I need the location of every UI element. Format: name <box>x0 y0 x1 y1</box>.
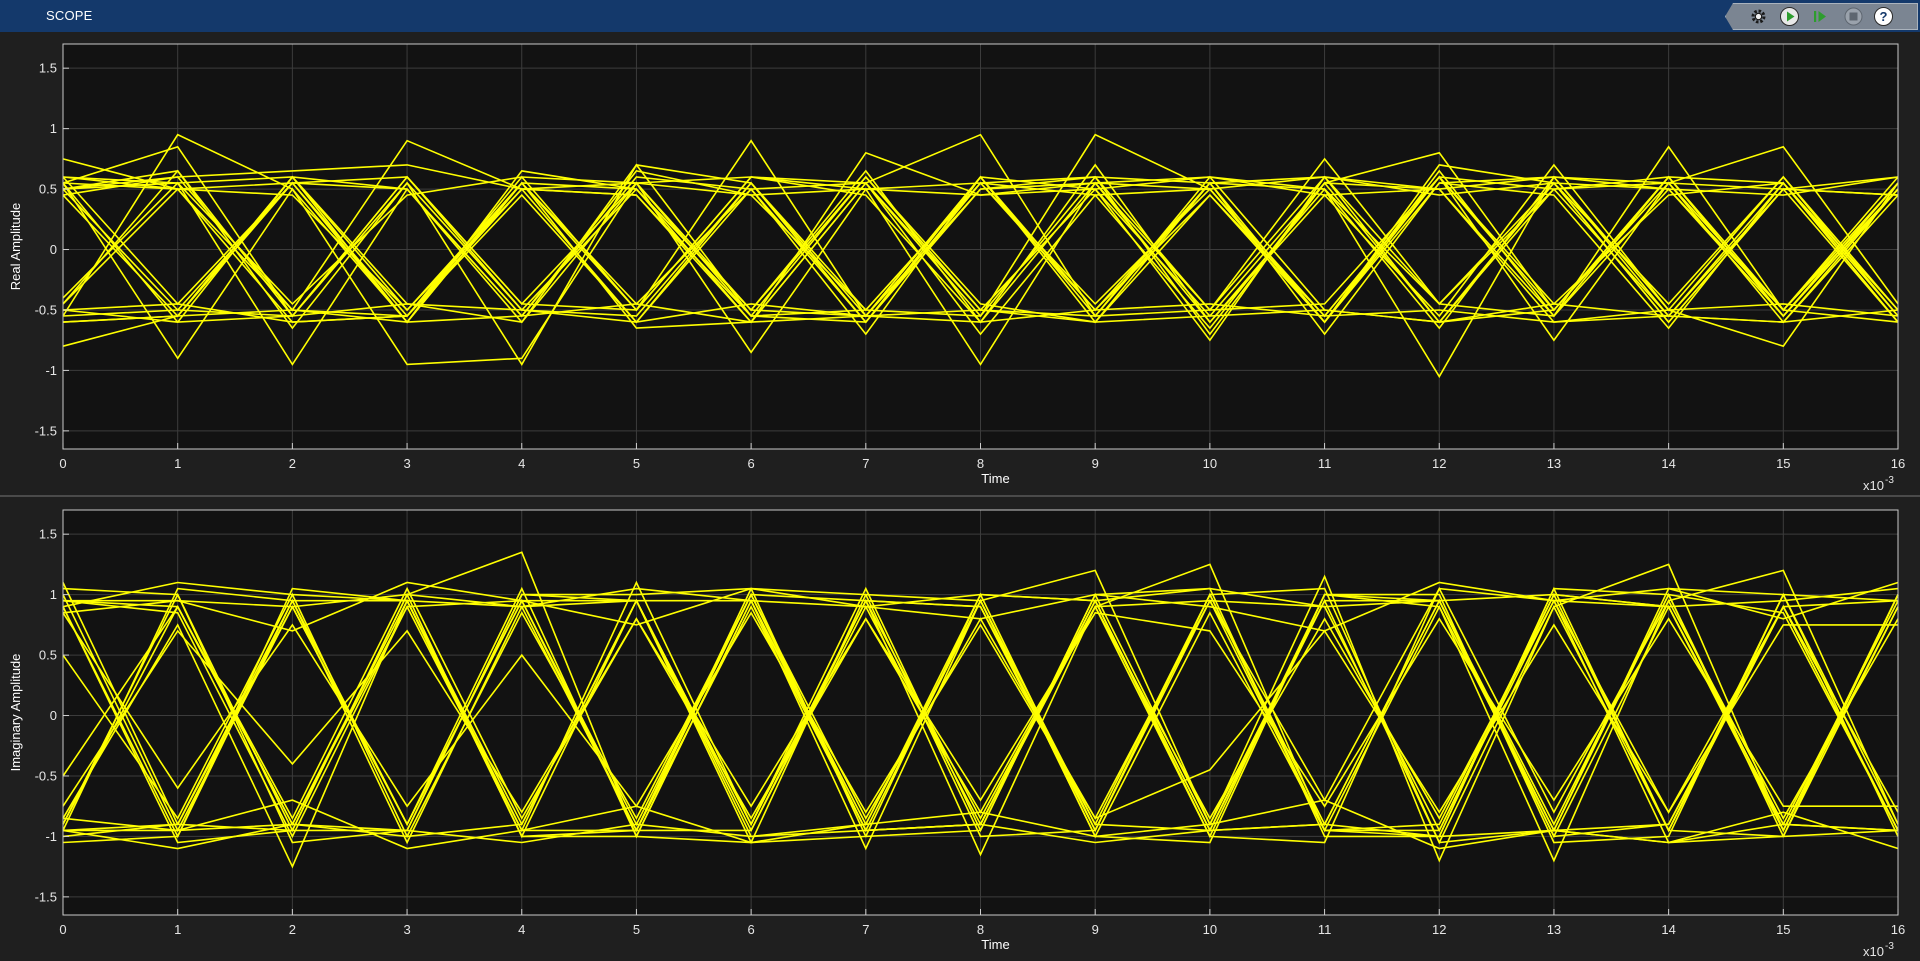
x-tick-label: 12 <box>1432 922 1446 937</box>
y-tick-label: -0.5 <box>35 302 57 317</box>
panel-divider <box>0 495 1920 497</box>
title-bar: SCOPE ? <box>0 0 1920 32</box>
x-tick-label: 10 <box>1203 922 1217 937</box>
toolbar: ? <box>1725 3 1918 30</box>
x-tick-label: 1 <box>174 922 181 937</box>
trace-line-19 <box>62 303 1899 323</box>
trace-line-5 <box>62 133 1899 324</box>
x-tick-label: 12 <box>1432 456 1446 471</box>
x-exponent-power: -3 <box>1885 475 1894 486</box>
x-tick-label: 1 <box>174 456 181 471</box>
y-tick-label: 0.5 <box>39 182 57 197</box>
x-tick-label: 11 <box>1318 922 1332 937</box>
x-tick-label: 3 <box>403 922 410 937</box>
plot-panel-1: 0 1 2 3 4 5 6 7 8 9 10 11 12 13 14 15 161.510.50-0.5-1-1… <box>8 43 1906 493</box>
x-tick-label: 14 <box>1661 456 1675 471</box>
ticks: 0 1 2 3 4 5 6 7 8 9 10 11 12 13 14 15 161.510.50-0.5-1-1… <box>35 61 1906 471</box>
x-axis-label: Time <box>981 937 1009 952</box>
trace-line-21 <box>62 176 1899 323</box>
step-forward-icon[interactable] <box>1810 6 1831 27</box>
window-title: SCOPE <box>46 8 93 23</box>
x-exponent-label: x10 <box>1863 944 1884 959</box>
x-tick-label: 0 <box>59 456 66 471</box>
trace-line-16 <box>62 611 1898 814</box>
run-icon[interactable] <box>1779 6 1800 27</box>
x-tick-label: 13 <box>1547 456 1561 471</box>
x-tick-label: 4 <box>518 456 525 471</box>
stop-icon[interactable] <box>1843 6 1864 27</box>
x-tick-label: 16 <box>1891 456 1905 471</box>
y-axis-label: Real Amplitude <box>8 203 23 290</box>
trace-line-3 <box>62 593 1899 839</box>
trace-line-17 <box>62 587 1899 844</box>
traces <box>62 133 1899 379</box>
y-tick-label: 0 <box>50 708 57 723</box>
svg-text:?: ? <box>1880 9 1888 24</box>
help-icon[interactable]: ? <box>1873 6 1894 27</box>
y-tick-label: -1 <box>45 363 57 378</box>
x-tick-label: 0 <box>59 922 66 937</box>
x-tick-label: 2 <box>289 456 296 471</box>
x-tick-label: 13 <box>1547 922 1561 937</box>
x-tick-label: 15 <box>1776 922 1790 937</box>
x-tick-label: 14 <box>1661 922 1675 937</box>
x-tick-label: 6 <box>748 456 755 471</box>
x-tick-label: 5 <box>633 922 640 937</box>
y-tick-label: 0 <box>50 242 57 257</box>
x-tick-label: 8 <box>977 922 984 937</box>
trace-line-8 <box>62 158 1899 330</box>
y-tick-label: -1.5 <box>35 423 57 438</box>
x-tick-label: 7 <box>862 922 869 937</box>
x-tick-label: 10 <box>1203 456 1217 471</box>
trace-line-15 <box>62 611 1898 820</box>
traces <box>62 551 1899 869</box>
x-tick-label: 7 <box>862 456 869 471</box>
y-tick-label: 1.5 <box>39 61 57 76</box>
trace-line-12 <box>62 175 1899 379</box>
trace-line-23 <box>62 581 1899 632</box>
trace-line-22 <box>62 175 1899 324</box>
x-exponent-power: -3 <box>1885 941 1894 952</box>
settings-icon[interactable] <box>1748 6 1769 27</box>
y-tick-label: 1 <box>50 587 57 602</box>
x-tick-label: 9 <box>1092 456 1099 471</box>
trace-line-24 <box>62 799 1899 850</box>
trace-line-18 <box>62 587 1899 844</box>
plot-panel-2: 0 1 2 3 4 5 6 7 8 9 10 11 12 13 14 15 161.510.50-0.5-1-1… <box>8 509 1906 959</box>
y-tick-label: -0.5 <box>35 768 57 783</box>
y-tick-label: 1 <box>50 121 57 136</box>
x-tick-label: 5 <box>633 456 640 471</box>
trace-line-19 <box>62 587 1899 844</box>
x-tick-label: 2 <box>289 922 296 937</box>
y-axis-label: Imaginary Amplitude <box>8 654 23 772</box>
x-tick-label: 8 <box>977 456 984 471</box>
x-exponent-label: x10 <box>1863 478 1884 493</box>
y-tick-label: 0.5 <box>39 648 57 663</box>
y-tick-label: -1 <box>45 829 57 844</box>
x-tick-label: 9 <box>1092 922 1099 937</box>
trace-line-8 <box>62 563 1899 869</box>
trace-line-20 <box>62 587 1899 844</box>
x-tick-label: 16 <box>1891 922 1905 937</box>
x-tick-label: 6 <box>748 922 755 937</box>
ticks: 0 1 2 3 4 5 6 7 8 9 10 11 12 13 14 15 161.510.50-0.5-1-1… <box>35 527 1906 937</box>
trace-line-24 <box>62 176 1899 324</box>
x-axis-label: Time <box>981 471 1009 486</box>
x-tick-label: 3 <box>403 456 410 471</box>
grid <box>62 44 1899 449</box>
x-tick-label: 11 <box>1318 456 1332 471</box>
y-tick-label: 1.5 <box>39 527 57 542</box>
x-tick-label: 4 <box>518 922 525 937</box>
y-tick-label: -1.5 <box>35 889 57 904</box>
x-tick-label: 15 <box>1776 456 1790 471</box>
